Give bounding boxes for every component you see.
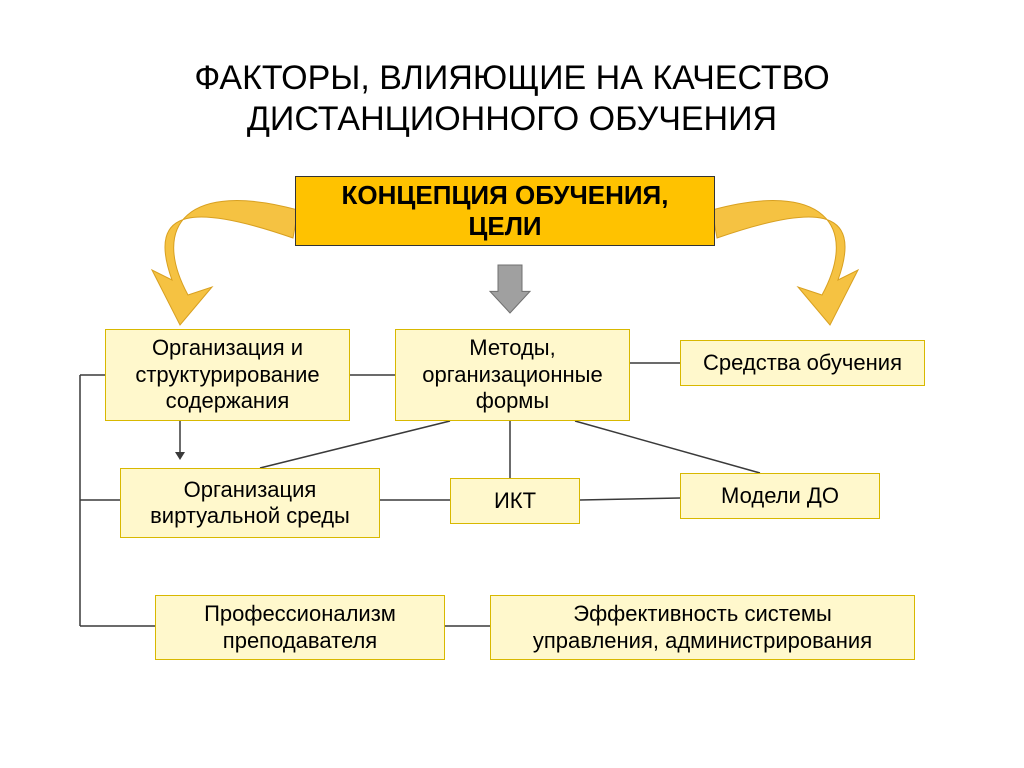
node-ikt-l1: ИКТ	[494, 488, 536, 513]
main-concept-line-2: ЦЕЛИ	[468, 211, 541, 241]
connector-diag1	[260, 421, 450, 468]
node-methods-l3: формы	[476, 388, 550, 413]
curved-arrow-left	[152, 201, 298, 325]
node-virtual_env: Организациявиртуальной среды	[120, 468, 380, 538]
node-effectiveness: Эффективность системыуправления, админис…	[490, 595, 915, 660]
curved-arrow-right	[712, 201, 858, 325]
node-means: Средства обучения	[680, 340, 925, 386]
small-arrow-head-icon	[175, 452, 185, 460]
node-methods: Методы,организационныеформы	[395, 329, 630, 421]
node-ikt: ИКТ	[450, 478, 580, 524]
title-line-1: ФАКТОРЫ, ВЛИЯЮЩИЕ НА КАЧЕСТВО	[194, 59, 829, 97]
node-methods-l2: организационные	[422, 362, 602, 387]
main-concept-box: КОНЦЕПЦИЯ ОБУЧЕНИЯ, ЦЕЛИ	[295, 176, 715, 246]
node-professional-l2: преподавателя	[223, 628, 377, 653]
main-concept-line-1: КОНЦЕПЦИЯ ОБУЧЕНИЯ,	[342, 180, 669, 210]
node-org_content-l1: Организация и	[152, 335, 303, 360]
node-methods-l1: Методы,	[469, 335, 555, 360]
node-org_content: Организация иструктурированиесодержания	[105, 329, 350, 421]
connector-c4	[580, 498, 680, 500]
node-virtual_env-l1: Организация	[184, 477, 317, 502]
node-professional-l1: Профессионализм	[204, 601, 396, 626]
connector-diag3	[575, 421, 760, 473]
node-effectiveness-l2: управления, администрирования	[533, 628, 872, 653]
node-models-l1: Модели ДО	[721, 483, 839, 508]
node-org_content-l3: содержания	[166, 388, 290, 413]
node-org_content-l2: структурирование	[135, 362, 319, 387]
slide-title: ФАКТОРЫ, ВЛИЯЮЩИЕ НА КАЧЕСТВО ДИСТАНЦИОН…	[0, 58, 1024, 140]
node-virtual_env-l2: виртуальной среды	[150, 503, 350, 528]
node-models: Модели ДО	[680, 473, 880, 519]
node-means-l1: Средства обучения	[703, 350, 902, 375]
title-line-2: ДИСТАНЦИОННОГО ОБУЧЕНИЯ	[247, 100, 777, 138]
node-professional: Профессионализмпреподавателя	[155, 595, 445, 660]
down-arrow-icon	[490, 265, 530, 313]
node-effectiveness-l1: Эффективность системы	[573, 601, 832, 626]
